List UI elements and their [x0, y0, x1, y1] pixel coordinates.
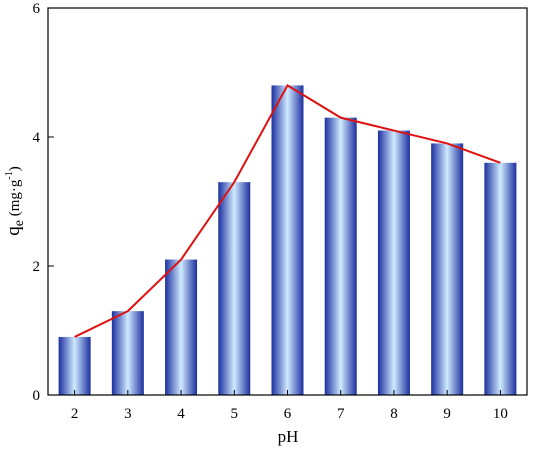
trend-line	[74, 84, 501, 338]
x-tick-label: 6	[284, 406, 292, 422]
bar-9	[431, 143, 464, 395]
x-tick-label: 9	[443, 406, 451, 422]
x-tick-label: 4	[177, 406, 185, 422]
bar-6	[271, 85, 304, 396]
bar-5	[218, 182, 251, 395]
y-tick-label: 4	[33, 130, 41, 146]
y-tick-label: 6	[33, 1, 41, 17]
bar-4	[165, 259, 198, 395]
ticks: 2 3 4 5 6 7 8 9 10 0 2 4 6	[33, 1, 508, 422]
x-tick-label: 3	[124, 406, 132, 422]
bar-8	[377, 130, 410, 396]
x-tick-label: 8	[390, 406, 398, 422]
bar-3	[111, 311, 144, 395]
y-axis-title: qe (mg·g-1)	[3, 166, 27, 235]
bars	[58, 85, 517, 396]
x-tick-label: 2	[71, 406, 79, 422]
x-axis-title: pH	[278, 427, 299, 446]
bar-2	[58, 336, 91, 395]
x-tick-label: 10	[493, 406, 508, 422]
x-tick-label: 7	[337, 406, 345, 422]
y-tick-label: 0	[33, 388, 41, 404]
bar-7	[324, 117, 357, 396]
bar-10	[484, 162, 517, 395]
y-tick-label: 2	[33, 259, 41, 275]
x-tick-label: 5	[231, 406, 239, 422]
